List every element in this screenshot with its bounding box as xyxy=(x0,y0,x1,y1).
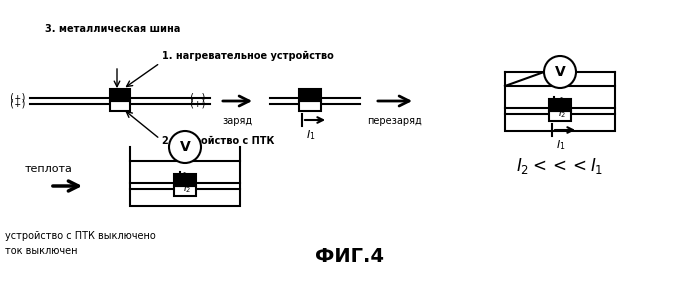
Bar xyxy=(549,99,571,111)
Text: ФИГ.4: ФИГ.4 xyxy=(315,247,385,266)
Text: $I_1$: $I_1$ xyxy=(556,138,566,152)
Text: 3. металлическая шина: 3. металлическая шина xyxy=(45,24,180,34)
Text: заряд: заряд xyxy=(222,116,252,126)
Bar xyxy=(130,161,240,206)
Text: 1. нагревательное устройство: 1. нагревательное устройство xyxy=(162,51,334,61)
Text: $I_2<<<I_1$: $I_2<<<I_1$ xyxy=(517,156,604,176)
Text: (-): (-) xyxy=(189,93,207,103)
Bar xyxy=(549,111,571,121)
Bar xyxy=(299,101,321,111)
Bar xyxy=(299,89,321,101)
Text: $I_1$: $I_1$ xyxy=(306,128,315,142)
Text: V: V xyxy=(555,65,565,79)
Circle shape xyxy=(544,56,576,88)
Bar xyxy=(110,101,130,111)
Text: $I_2$: $I_2$ xyxy=(183,181,191,195)
Text: $I_2$: $I_2$ xyxy=(558,106,566,120)
Text: теплота: теплота xyxy=(25,164,73,174)
Bar xyxy=(110,89,130,101)
Text: перезаряд: перезаряд xyxy=(368,116,422,126)
Bar xyxy=(505,86,615,131)
Text: ток выключен: ток выключен xyxy=(5,246,77,256)
Bar xyxy=(174,174,196,186)
Text: V: V xyxy=(179,140,191,154)
Text: (+): (+) xyxy=(9,93,27,103)
Text: 2. устройство с ПТК: 2. устройство с ПТК xyxy=(162,136,274,146)
Circle shape xyxy=(169,131,201,163)
Bar xyxy=(174,186,196,196)
Text: (+): (+) xyxy=(189,99,207,109)
Text: устройство с ПТК выключено: устройство с ПТК выключено xyxy=(5,231,156,241)
Text: (+): (+) xyxy=(9,99,27,109)
